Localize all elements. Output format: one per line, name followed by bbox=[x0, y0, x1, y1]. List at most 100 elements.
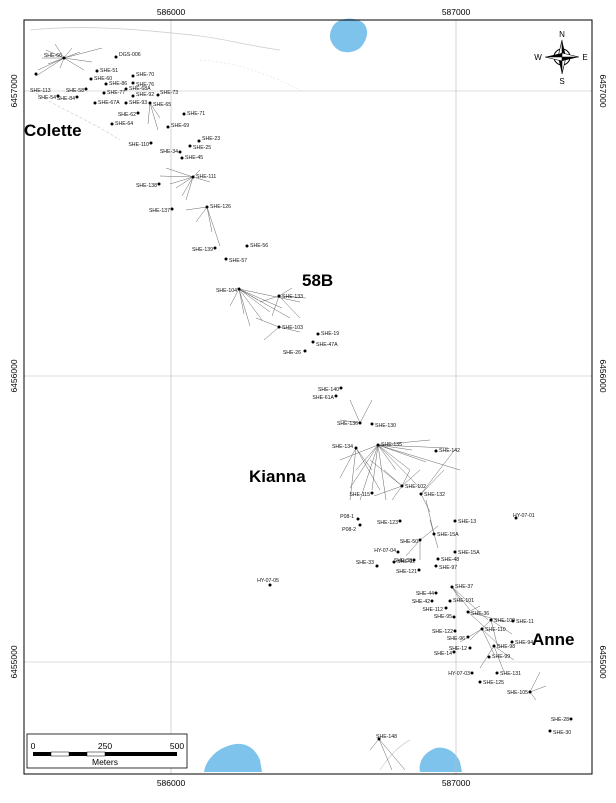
drill-trace bbox=[479, 645, 495, 669]
drillhole: SHE-47A bbox=[311, 340, 338, 348]
map-frame bbox=[23, 19, 593, 775]
drillhole-collar bbox=[136, 111, 140, 115]
drill-trace bbox=[493, 645, 505, 673]
drillhole: SHE-64 bbox=[110, 121, 133, 127]
drill-trace bbox=[369, 459, 403, 487]
drillhole: SHE-122 bbox=[432, 629, 457, 635]
drillhole-collar bbox=[452, 615, 456, 619]
drillhole-collar bbox=[114, 55, 118, 59]
drillhole: SHE-44 bbox=[416, 591, 438, 597]
drillhole-collar bbox=[528, 690, 532, 694]
drillhole-label: P08-2 bbox=[342, 527, 356, 533]
drillhole-label: P08-1 bbox=[340, 514, 354, 520]
drillhole: SHE-54 bbox=[38, 94, 60, 101]
drill-trace bbox=[490, 619, 513, 635]
drillhole-collar bbox=[149, 141, 153, 145]
drill-trace bbox=[278, 287, 293, 297]
drillhole-collar bbox=[156, 93, 160, 97]
drillhole-collar bbox=[434, 449, 438, 453]
drillhole: SHE-58 bbox=[66, 87, 88, 94]
drillhole-label: SHE-47A bbox=[316, 342, 338, 348]
drillhole-label: SHE-137 bbox=[149, 208, 170, 214]
drill-trace bbox=[149, 102, 161, 119]
drill-trace bbox=[185, 206, 208, 211]
drillhole-collar bbox=[510, 640, 514, 644]
drillhole: SHE-37 bbox=[450, 584, 473, 590]
road bbox=[379, 739, 411, 771]
drillhole-collar bbox=[182, 112, 186, 116]
drill-trace bbox=[369, 738, 380, 751]
drill-trace bbox=[420, 469, 445, 495]
drill-trace bbox=[529, 691, 537, 701]
drillhole-label: SHE-61A bbox=[312, 395, 334, 401]
drillhole: SHE-134 bbox=[332, 444, 358, 450]
drillhole-collar bbox=[511, 619, 515, 623]
drill-trace bbox=[278, 326, 301, 333]
drillhole-label: HY-07-04 bbox=[374, 548, 396, 554]
drillhole-collar bbox=[354, 446, 358, 450]
drillhole: SHE-23 bbox=[197, 136, 220, 143]
drill-trace bbox=[147, 102, 151, 125]
drillhole-collar bbox=[104, 82, 108, 86]
drillhole-label: SHE-54 bbox=[38, 95, 56, 101]
drill-trace bbox=[35, 57, 65, 77]
drill-trace bbox=[63, 47, 73, 59]
drillhole: SHE-113 bbox=[30, 72, 51, 94]
tick-left-6457000: 6457000 bbox=[9, 74, 19, 107]
drillhole: SHE-51 bbox=[95, 68, 118, 74]
drillhole-label: SHE-77 bbox=[107, 90, 125, 96]
drillhole-collar bbox=[311, 340, 315, 344]
drill-trace bbox=[278, 295, 307, 299]
drill-trace bbox=[278, 295, 301, 319]
drillhole-collar bbox=[358, 523, 362, 527]
drill-trace bbox=[238, 288, 251, 327]
drill-trace bbox=[433, 533, 439, 549]
drillhole-label: SHE-112 bbox=[422, 607, 443, 613]
drillhole: SHE-19 bbox=[316, 331, 339, 337]
drill-trace bbox=[263, 326, 280, 341]
drillhole: SHE-38 bbox=[394, 558, 416, 564]
drill-trace bbox=[45, 49, 65, 59]
drill-trace bbox=[349, 399, 361, 424]
compass-w: W bbox=[534, 53, 542, 62]
drillhole-label: SHE-51 bbox=[100, 68, 118, 74]
scale-tick-500: 500 bbox=[170, 741, 184, 751]
drillhole-collar bbox=[358, 421, 362, 425]
drillhole: SHE-12 bbox=[449, 646, 472, 652]
drillhole: SHE-14 bbox=[434, 650, 456, 657]
drillhole: SHE-111 bbox=[191, 174, 216, 180]
drill-trace bbox=[493, 645, 515, 661]
drill-trace bbox=[529, 671, 541, 693]
drillhole-label: SHE-50 bbox=[400, 539, 418, 545]
drillhole-label: SHE-102 bbox=[405, 484, 426, 490]
drillhole: SHE-97 bbox=[434, 564, 457, 571]
drillhole-collar bbox=[277, 294, 281, 298]
drillhole-collar bbox=[166, 125, 170, 129]
drillhole-label: SHE-126 bbox=[210, 204, 231, 210]
drillhole-collar bbox=[417, 568, 421, 572]
drill-trace bbox=[451, 586, 461, 601]
drillhole-collar bbox=[131, 94, 135, 98]
drillhole-label: SHE-110 bbox=[485, 627, 506, 633]
compass-s: S bbox=[559, 77, 564, 86]
drillhole: SHE-15A bbox=[453, 550, 480, 556]
drillhole: SHE-112 bbox=[422, 606, 448, 613]
drillhole-collar bbox=[489, 618, 493, 622]
drillhole-collar bbox=[434, 564, 438, 568]
drillhole-label: SHE-66 bbox=[44, 53, 62, 59]
drillhole-label: SHE-34 bbox=[160, 149, 178, 155]
drillhole-label: SHE-38 bbox=[394, 558, 412, 564]
drillhole: SHE-132 bbox=[419, 492, 445, 498]
lake-south-east bbox=[419, 747, 462, 772]
drillhole-label: SHE-48 bbox=[441, 557, 459, 563]
drill-trace bbox=[192, 169, 201, 178]
drillhole-label: SHE-138 bbox=[136, 183, 157, 189]
drill-trace bbox=[401, 469, 411, 487]
drill-trace bbox=[37, 57, 65, 71]
drillhole-collar bbox=[470, 671, 474, 675]
drill-trace bbox=[185, 176, 194, 201]
drillhole-label: SHE-84 bbox=[57, 96, 75, 102]
drillhole-label: SHE-97 bbox=[439, 565, 457, 571]
drill-trace bbox=[451, 586, 471, 611]
drill-trace bbox=[425, 499, 435, 535]
